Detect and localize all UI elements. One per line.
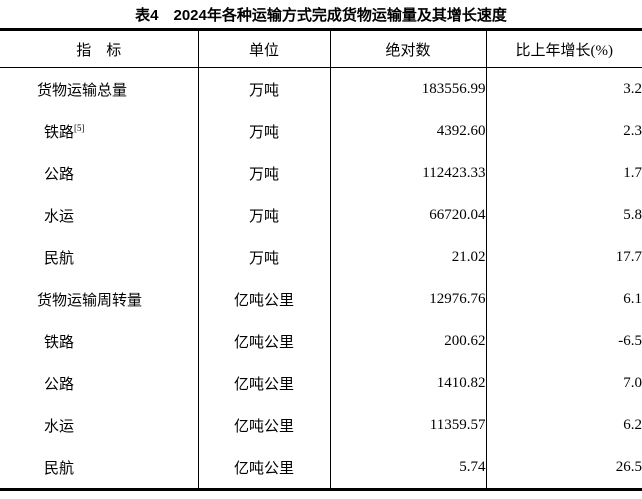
growth-value-cell: 6.2: [485, 404, 642, 446]
table-row: 货物运输周转量 亿吨公里 12976.76 6.1: [0, 278, 642, 320]
indicator-cell: 民航: [0, 446, 198, 490]
growth-value-cell: 1.7: [485, 152, 642, 194]
indicator-label: 货物运输总量: [37, 82, 128, 99]
footnote-marker: [5]: [74, 122, 85, 133]
indicator-label: 货物运输周转量: [37, 292, 143, 309]
table-title: 表4 2024年各种运输方式完成货物运输量及其增长速度: [135, 7, 507, 24]
growth-value-cell: 5.8: [485, 194, 642, 236]
absolute-value-cell: 5.74: [329, 446, 486, 490]
table-row: 民航 亿吨公里 5.74 26.5: [0, 446, 642, 490]
indicator-cell: 民航: [0, 236, 198, 278]
freight-transport-table: 指 标 单位 绝对数 比上年增长(%) 货物运输总量 万吨 183556.99 3.2…: [0, 28, 642, 491]
table-row: 水运 万吨 66720.04 5.8: [0, 194, 642, 236]
absolute-value-cell: 200.62: [329, 320, 486, 362]
absolute-value-cell: 183556.99: [329, 67, 486, 110]
indicator-label: 水运: [44, 208, 75, 225]
table-row: 公路 万吨 112423.33 1.7: [0, 152, 642, 194]
unit-cell: 亿吨公里: [197, 278, 330, 320]
absolute-value-cell: 11359.57: [329, 404, 486, 446]
indicator-cell: 铁路: [0, 320, 198, 362]
header-row: 指 标 单位 绝对数 比上年增长(%): [0, 29, 642, 68]
unit-cell: 万吨: [197, 152, 330, 194]
unit-cell: 万吨: [197, 194, 330, 236]
growth-value-cell: 2.3: [485, 110, 642, 152]
absolute-value-cell: 4392.60: [329, 110, 486, 152]
growth-value-cell: -6.5: [485, 320, 642, 362]
indicator-cell: 铁路[5]: [0, 110, 198, 152]
indicator-label: 民航: [44, 460, 75, 477]
indicator-label: 民航: [44, 250, 75, 267]
table-row: 民航 万吨 21.02 17.7: [0, 236, 642, 278]
header-indicator: 指 标: [0, 29, 198, 68]
unit-cell: 亿吨公里: [197, 362, 330, 404]
indicator-label: 铁路: [44, 124, 75, 141]
growth-value-cell: 17.7: [485, 236, 642, 278]
table-row: 公路 亿吨公里 1410.82 7.0: [0, 362, 642, 404]
indicator-label: 公路: [44, 376, 75, 393]
absolute-value-cell: 112423.33: [329, 152, 486, 194]
growth-value-cell: 3.2: [485, 67, 642, 110]
growth-value-cell: 7.0: [485, 362, 642, 404]
indicator-label: 水运: [44, 418, 75, 435]
absolute-value-cell: 66720.04: [329, 194, 486, 236]
unit-cell: 亿吨公里: [197, 404, 330, 446]
indicator-cell: 货物运输周转量: [0, 278, 198, 320]
absolute-value-cell: 21.02: [329, 236, 486, 278]
unit-cell: 亿吨公里: [197, 446, 330, 490]
header-unit: 单位: [197, 29, 330, 68]
indicator-label: 公路: [44, 166, 75, 183]
indicator-cell: 公路: [0, 152, 198, 194]
table-row: 货物运输总量 万吨 183556.99 3.2: [0, 67, 642, 111]
indicator-cell: 货物运输总量: [0, 68, 198, 111]
absolute-value-cell: 12976.76: [329, 278, 486, 320]
unit-cell: 万吨: [197, 236, 330, 278]
table-body: 货物运输总量 万吨 183556.99 3.2 铁路[5] 万吨 4392.60 2.3 公路万…: [0, 67, 642, 490]
growth-value-cell: 26.5: [485, 446, 642, 490]
header-growth: 比上年增长(%): [485, 29, 642, 68]
indicator-cell: 水运: [0, 194, 198, 236]
absolute-value-cell: 1410.82: [329, 362, 486, 404]
header-absolute: 绝对数: [329, 29, 486, 68]
growth-value-cell: 6.1: [485, 278, 642, 320]
unit-cell: 万吨: [197, 110, 330, 152]
table-row: 铁路[5] 万吨 4392.60 2.3: [0, 110, 642, 152]
indicator-cell: 水运: [0, 404, 198, 446]
unit-cell: 万吨: [197, 67, 330, 110]
indicator-label: 铁路: [44, 334, 75, 351]
unit-cell: 亿吨公里: [197, 320, 330, 362]
indicator-cell: 公路: [0, 362, 198, 404]
table-row: 铁路 亿吨公里 200.62 -6.5: [0, 320, 642, 362]
table-row: 水运 亿吨公里 11359.57 6.2: [0, 404, 642, 446]
